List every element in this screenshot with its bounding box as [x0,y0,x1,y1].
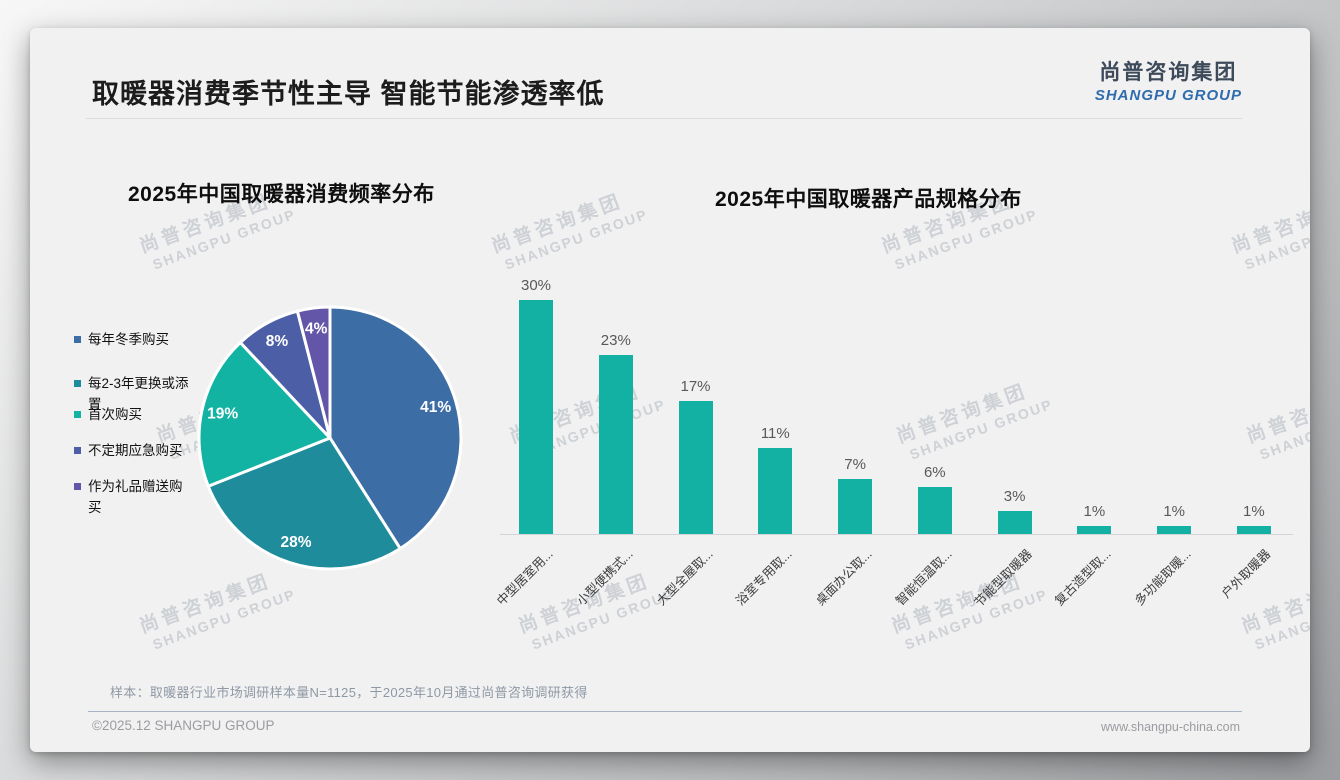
legend-label: 不定期应急购买 [88,443,183,458]
copyright-text: ©2025.12 SHANGPU GROUP [92,718,275,733]
bar-category-label: 多功能取暖... [1132,546,1194,609]
bar-category-label: 智能恒温取... [893,546,955,609]
bar [598,355,633,534]
bar-value-label: 30% [520,277,552,294]
brand-logo-en: SHANGPU GROUP [1094,87,1242,104]
legend-item: 不定期应急购买 [74,440,200,461]
bar-value-label: 1% [1163,503,1186,520]
bar-category-label: 节能型取暖器 [971,546,1035,610]
bar-category-label: 中型居室用... [494,546,556,609]
website-url: www.shangpu-china.com [1101,720,1240,734]
pie-chart-title: 2025年中国取暖器消费频率分布 [128,183,435,206]
legend-item: 每2-3年更换或添置 [74,373,200,415]
bar [678,401,713,534]
legend-item: 每年冬季购买 [74,329,200,350]
bar-chart: 30% 中型居室用... 23% 小型便携式... 17% 大型全屋取... 11% 浴室专用… [30,28,1310,752]
legend-marker [74,447,81,454]
bar [917,487,952,534]
x-axis-line [500,534,1293,535]
brand-logo: 尚普咨询集团 SHANGPU GROUP [1095,56,1242,104]
bar-category-label: 浴室专用取... [733,546,796,609]
legend-marker [74,411,81,418]
bar-category-label: 户外取暖器 [1219,546,1274,601]
bar [838,479,873,534]
bar-category-label: 小型便携式... [574,546,636,609]
slide-card: 尚普咨询集团 SHANGPU GROUP 尚普咨询集团 SHANGPU GROUP 尚普… [30,28,1310,752]
pie-slice-label: 8% [266,333,289,350]
legend-label: 首次购买 [88,407,142,422]
legend-item: 首次购买 [74,404,200,425]
legend-marker [74,483,81,490]
bar [519,300,553,534]
source-note: 样本：取暖器行业市场调研样本量N=1125，于2025年10月通过尚普咨询调研获… [110,685,588,700]
legend-marker [74,380,81,387]
bar-value-label: 6% [923,464,946,481]
bar-category-label: 复古造型取... [1052,546,1115,609]
pie-slice-label: 19% [207,406,238,423]
bar [758,448,793,534]
legend-marker [74,336,81,343]
bar-value-label: 3% [1003,488,1026,505]
bar [1236,526,1271,534]
bar-value-label: 11% [760,425,790,442]
pie-chart: 41% 28% 19% 8% 4% [197,305,463,571]
pie-slice [295,305,332,440]
brand-logo-cn: 尚普咨询集团 [1099,61,1238,84]
footer-divider [88,711,1242,712]
bar [1077,526,1112,534]
bar-value-label: 23% [600,332,631,349]
bar-value-label: 17% [680,378,711,395]
pie-slice [206,436,402,571]
bar-category-label: 大型全屋取... [653,546,716,609]
bar-chart-title: 2025年中国取暖器产品规格分布 [715,188,1022,211]
pie-slice-label: 41% [420,399,451,416]
legend-label: 作为礼品赠送购买 [88,479,183,515]
bar-value-label: 7% [844,456,866,473]
bar [1157,526,1192,534]
header-divider [86,118,1242,119]
legend-label: 每年冬季购买 [88,332,169,347]
pie-slice-label: 4% [305,320,328,337]
pie-slice [197,341,332,488]
legend-label: 每2-3年更换或添置 [88,376,189,412]
bar-category-label: 桌面办公取... [813,546,875,609]
bar [997,511,1032,534]
bar-value-label: 1% [1083,503,1106,520]
bar-value-label: 1% [1243,503,1265,520]
page-title: 取暖器消费季节性主导 智能节能渗透率低 [92,79,605,109]
pie-slice-label: 28% [280,534,311,551]
legend-item: 作为礼品赠送购买 [74,476,200,518]
